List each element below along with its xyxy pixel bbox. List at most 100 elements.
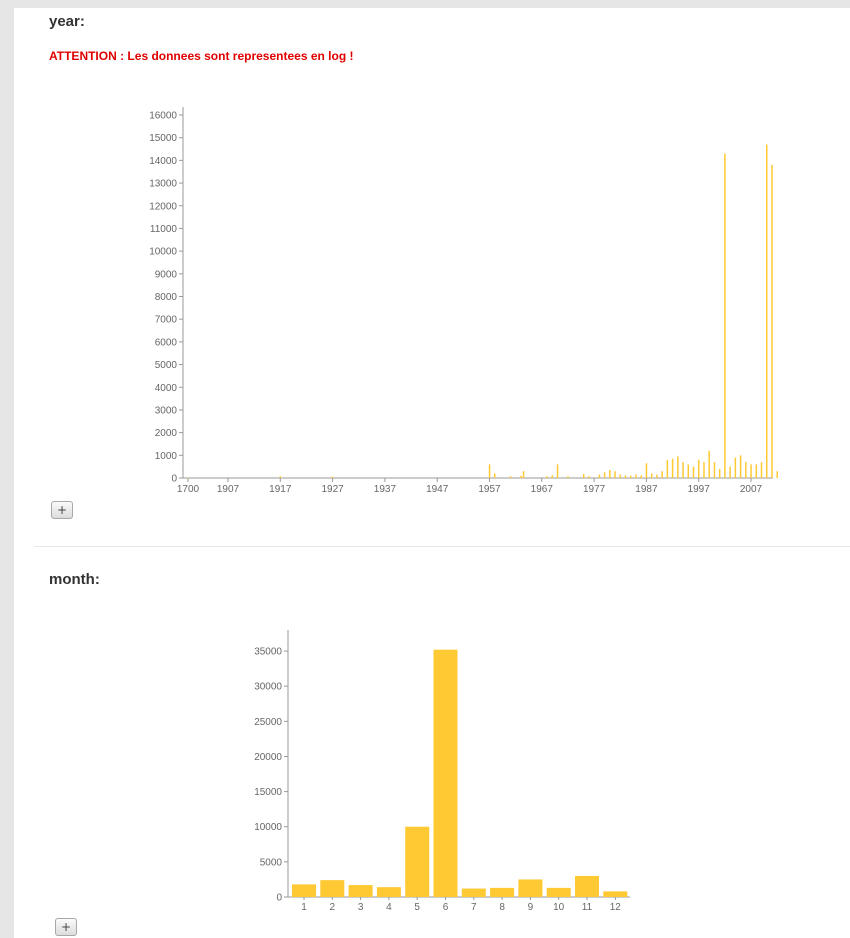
year-bar — [331, 476, 334, 478]
y-tick-label: 1000 — [155, 451, 178, 462]
month-bar — [461, 888, 486, 897]
year-bar — [677, 456, 679, 478]
year-bar — [687, 464, 690, 478]
y-tick-label: 0 — [171, 474, 177, 485]
year-bar — [603, 472, 606, 478]
month-bar — [575, 875, 599, 897]
year-bar — [698, 459, 700, 478]
year-bar — [556, 464, 559, 478]
year-bar — [718, 468, 721, 478]
year-chart: 0 1000 2000 3000 4000 5000 6000 7000 8000 9000 100… — [149, 107, 778, 495]
x-tick-label: 1977 — [583, 484, 606, 495]
year-bar — [614, 471, 616, 478]
x-tick-label: 9 — [528, 902, 534, 913]
x-tick-label: 12 — [610, 902, 622, 913]
y-tick-label: 10000 — [254, 822, 282, 833]
year-expand-button[interactable]: + — [51, 501, 73, 519]
year-bar — [598, 474, 601, 478]
year-bar — [666, 459, 669, 478]
x-tick-label: 2007 — [740, 484, 763, 495]
y-tick-label: 8000 — [155, 292, 178, 303]
month-bar — [320, 880, 345, 897]
year-section-title: year: — [49, 13, 85, 30]
year-bar — [776, 471, 778, 478]
x-tick-label: 1927 — [321, 484, 344, 495]
y-tick-label: 13000 — [149, 179, 177, 190]
x-tick-label: 7 — [471, 902, 477, 913]
year-bar — [656, 474, 658, 478]
month-bar — [405, 826, 430, 897]
year-bar — [640, 475, 642, 478]
log-scale-warning: ATTENTION : Les donnees sont representee… — [49, 49, 354, 63]
year-bar — [765, 144, 768, 478]
x-tick-label: 1947 — [426, 484, 449, 495]
year-bar — [692, 466, 695, 478]
y-tick-label: 2000 — [155, 428, 178, 439]
x-tick-label: 3 — [358, 902, 364, 913]
year-bar — [661, 471, 663, 478]
year-bar — [760, 462, 763, 478]
y-tick-label: 25000 — [254, 717, 282, 728]
x-tick-label: 1997 — [688, 484, 711, 495]
y-tick-label: 4000 — [155, 383, 178, 394]
y-tick-label: 10000 — [149, 247, 177, 258]
year-bar — [630, 475, 632, 478]
y-tick-label: 11000 — [150, 224, 178, 235]
y-tick-label: 12000 — [149, 201, 177, 212]
y-tick-label: 7000 — [155, 315, 178, 326]
results-panel — [14, 8, 850, 938]
month-bar — [433, 649, 458, 897]
year-bar — [551, 475, 554, 478]
x-tick-label: 11 — [582, 902, 593, 913]
x-tick-label: 1937 — [374, 484, 397, 495]
year-bar — [724, 153, 726, 478]
y-tick-label: 5000 — [155, 360, 178, 371]
year-bar — [609, 470, 611, 478]
year-bar — [650, 473, 653, 478]
year-bar — [588, 476, 590, 478]
month-expand-button[interactable]: + — [55, 918, 77, 936]
year-bar — [546, 476, 548, 478]
year-bar — [635, 474, 637, 478]
year-bar — [522, 471, 525, 478]
x-tick-label: 5 — [414, 902, 420, 913]
month-bar — [490, 887, 515, 897]
year-bar — [755, 464, 758, 478]
year-bar — [739, 455, 742, 478]
year-bar — [582, 473, 585, 478]
y-tick-label: 30000 — [254, 682, 282, 693]
month-bar — [603, 891, 628, 897]
year-bar — [488, 464, 491, 478]
year-bar — [750, 464, 752, 478]
year-bar — [734, 457, 737, 478]
month-bar — [292, 884, 316, 897]
y-tick-label: 6000 — [155, 337, 178, 348]
y-tick-label: 3000 — [155, 405, 178, 416]
year-bar — [708, 450, 710, 478]
section-divider — [34, 546, 850, 547]
y-tick-label: 9000 — [155, 269, 178, 280]
year-bar — [745, 462, 747, 478]
year-bar — [509, 476, 512, 478]
x-tick-label: 1907 — [217, 484, 240, 495]
x-tick-label: 1 — [301, 902, 307, 913]
month-bar — [518, 879, 543, 897]
x-tick-label: 1987 — [635, 484, 658, 495]
y-tick-label: 0 — [276, 893, 282, 904]
year-bar — [520, 475, 522, 478]
year-bar — [187, 477, 189, 479]
year-bar — [703, 462, 705, 478]
month-bar — [376, 887, 401, 897]
year-bar — [645, 463, 648, 478]
x-tick-label: 2 — [330, 902, 336, 913]
y-tick-label: 14000 — [149, 156, 177, 167]
year-bar — [279, 476, 282, 478]
month-section-title: month: — [49, 571, 100, 588]
y-tick-label: 15000 — [254, 787, 282, 798]
month-bar — [348, 885, 373, 897]
x-tick-label: 1967 — [531, 484, 554, 495]
year-bar — [619, 474, 622, 478]
year-bar — [682, 462, 684, 478]
y-tick-label: 15000 — [149, 133, 177, 144]
